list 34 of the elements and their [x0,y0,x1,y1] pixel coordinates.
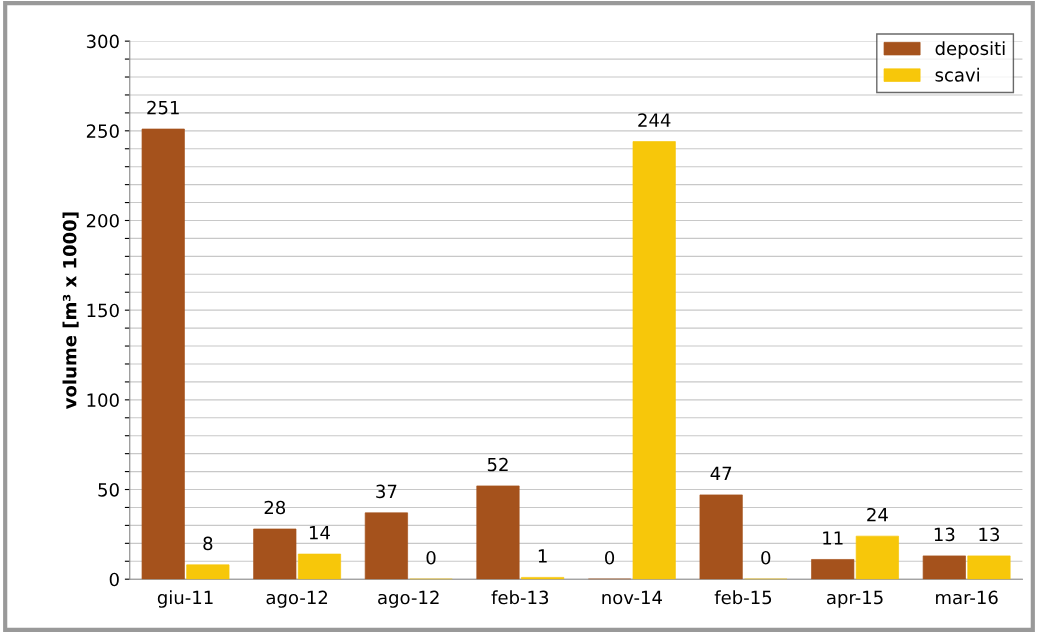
data-label: 11 [823,531,843,545]
y-axis-title: volume [m³ x 1000] [62,212,79,410]
y-tick-label: 250 [86,124,119,138]
data-label: 1 [538,549,547,563]
x-tick-label: ago-12 [378,590,439,608]
data-label: 28 [264,500,286,515]
x-tick-label: apr-15 [826,590,883,608]
data-label: 24 [867,507,888,522]
x-tick-label: ago-12 [266,590,328,608]
y-tick-label: 300 [86,34,119,49]
data-label: 13 [934,527,955,542]
y-tick-label: 50 [98,482,119,497]
data-label: 14 [309,526,330,540]
legend-label: depositi [935,41,1005,59]
data-label: 52 [487,457,508,472]
y-tick-label: 150 [87,303,119,318]
data-label: 47 [710,466,732,481]
x-tick-label: feb-13 [491,590,549,605]
data-label: 13 [979,527,999,542]
data-label: 244 [638,113,671,127]
x-tick-label: mar-16 [936,590,998,605]
x-tick-label: feb-15 [714,590,772,605]
x-tick-label: nov-14 [602,590,662,605]
x-tick-label: giu-11 [157,590,213,608]
data-label: 0 [761,550,771,565]
data-label: 251 [147,100,179,115]
data-label: 0 [426,550,436,565]
data-label: 37 [376,484,397,499]
y-tick-label: 0 [109,572,119,587]
y-tick-label: 100 [87,393,119,407]
legend-label: scavi [935,67,979,82]
y-tick-label: 200 [86,213,119,228]
data-label: 0 [605,550,615,565]
data-label: 8 [203,536,213,551]
